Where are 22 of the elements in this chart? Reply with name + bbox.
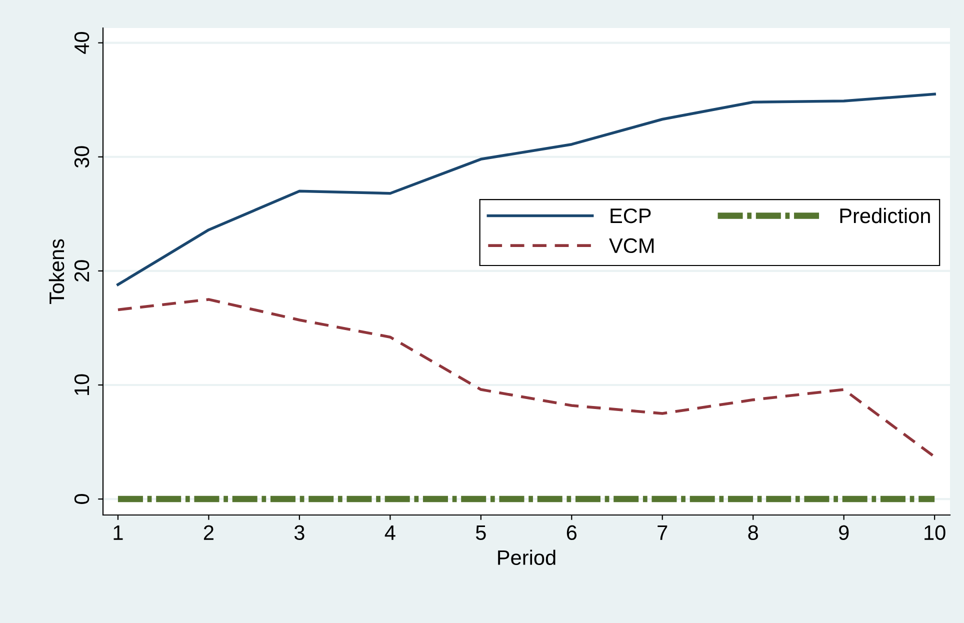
x-tick-label: 1 xyxy=(114,525,123,540)
legend-label: ECP xyxy=(610,208,651,224)
x-tick-label: 4 xyxy=(384,525,396,540)
x-tick-label: 10 xyxy=(924,525,946,540)
x-tick-label: 8 xyxy=(748,525,758,540)
line-series xyxy=(116,298,936,458)
legend-label: Prediction xyxy=(840,208,930,224)
x-tick-label: 3 xyxy=(294,525,304,540)
y-axis-title: Tokens xyxy=(48,239,64,304)
y-tick-label: 20 xyxy=(74,260,90,282)
x-axis-title: Period xyxy=(498,550,556,565)
x-tick-label: 7 xyxy=(658,525,668,540)
x-tick-label: 6 xyxy=(566,525,577,540)
x-tick-label: 9 xyxy=(839,525,849,540)
y-tick-label: 0 xyxy=(74,494,90,504)
y-tick-label: 10 xyxy=(74,374,90,395)
legend-label: VCM xyxy=(609,238,654,254)
y-tick-label: 30 xyxy=(74,146,90,168)
y-tick-label: 40 xyxy=(74,32,90,54)
x-tick-label: 5 xyxy=(476,525,486,540)
line-series xyxy=(116,92,936,286)
x-tick-label: 2 xyxy=(204,525,214,540)
